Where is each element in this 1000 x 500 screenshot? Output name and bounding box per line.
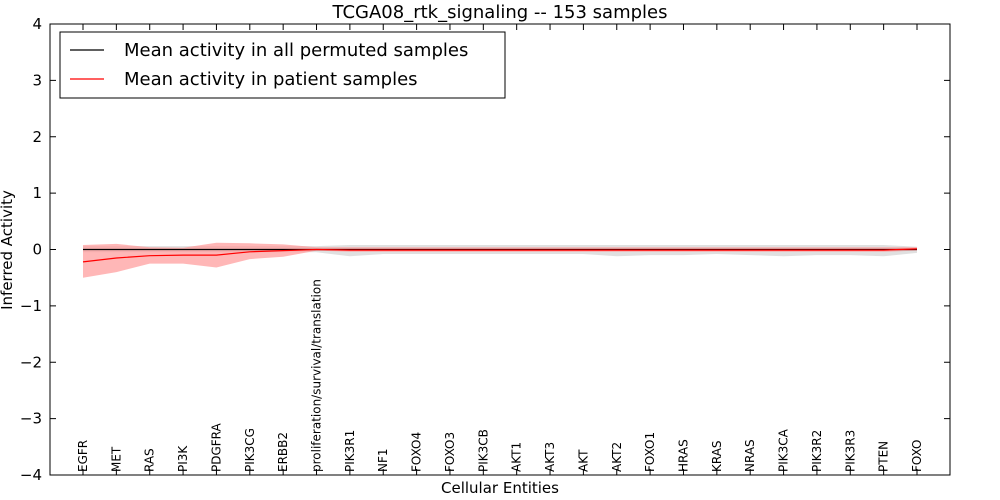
y-tick-label: 0 xyxy=(32,241,42,259)
x-axis-label: Cellular Entities xyxy=(441,479,559,497)
legend-frame xyxy=(59,31,506,99)
x-category-label: PTEN xyxy=(877,441,891,472)
y-axis-label: Inferred Activity xyxy=(0,190,16,310)
x-category-label: PIK3CB xyxy=(476,429,490,472)
y-tick-label: 1 xyxy=(32,184,42,202)
x-category-label: HRAS xyxy=(677,439,691,472)
y-tick-label: 3 xyxy=(32,71,42,89)
band-series-1 xyxy=(83,242,917,278)
x-category-label: FOXO4 xyxy=(410,432,424,472)
x-category-label: FOXO3 xyxy=(443,432,457,472)
y-tick-label: −2 xyxy=(20,353,42,371)
x-category-label: PIK3CA xyxy=(777,428,791,472)
x-category-label: ERBB2 xyxy=(276,432,290,472)
x-category-label: MET xyxy=(109,446,123,472)
x-category-label: NF1 xyxy=(376,448,390,472)
x-category-label: PIK3R1 xyxy=(343,430,357,472)
y-tick-label: −4 xyxy=(20,466,42,484)
x-category-label: NRAS xyxy=(743,439,757,472)
x-category-label: PIK3CG xyxy=(243,428,257,472)
legend-label-permuted: Mean activity in all permuted samples xyxy=(124,40,468,61)
x-category-label: FOXO1 xyxy=(643,432,657,472)
y-tick-label: 4 xyxy=(32,15,42,33)
x-category-label: PIK3R2 xyxy=(810,430,824,472)
x-category-label: EGFR xyxy=(76,440,90,472)
x-category-label: KRAS xyxy=(710,440,724,472)
axes: 4 3 2 1 0 −1 −2 −3 −4 EGFR MET RAS PI3K PDGFRA PIK3CG E… xyxy=(20,15,951,484)
y-tick-label: −1 xyxy=(20,297,42,315)
x-category-label: AKT3 xyxy=(543,442,557,472)
y-tick-label: −3 xyxy=(20,410,42,428)
line-series-1 xyxy=(82,248,918,263)
x-category-label: AKT2 xyxy=(610,442,624,472)
plot-area xyxy=(82,242,918,278)
x-category-label: proliferation/survival/translation xyxy=(310,279,324,472)
legend: Mean activity in all permuted samples Me… xyxy=(59,31,506,99)
x-category-label: PI3K xyxy=(176,445,190,472)
chart-title: TCGA08_rtk_signaling -- 153 samples xyxy=(332,2,668,23)
x-category-label: PIK3R3 xyxy=(843,430,857,472)
x-category-label: FOXO xyxy=(910,440,924,472)
x-category-label: RAS xyxy=(143,448,157,472)
y-tick-label: 2 xyxy=(32,128,42,146)
x-category-label: PDGFRA xyxy=(209,422,223,472)
x-category-label: AKT xyxy=(576,449,590,472)
x-category-label: AKT1 xyxy=(510,442,524,472)
legend-label-patient: Mean activity in patient samples xyxy=(124,69,418,90)
